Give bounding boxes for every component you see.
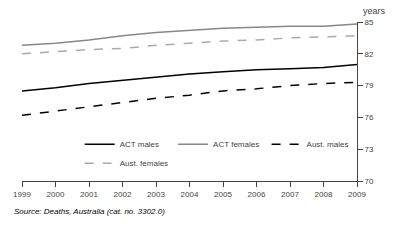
svg-text:ACT females: ACT females <box>213 140 259 149</box>
svg-text:2001: 2001 <box>80 190 98 199</box>
svg-text:2003: 2003 <box>147 190 165 199</box>
svg-text:2007: 2007 <box>281 190 299 199</box>
svg-text:76: 76 <box>365 113 374 122</box>
svg-text:2008: 2008 <box>315 190 333 199</box>
svg-text:Aust. males: Aust. males <box>307 140 349 149</box>
svg-text:70: 70 <box>365 177 374 186</box>
svg-text:years: years <box>363 6 386 16</box>
svg-text:2002: 2002 <box>114 190 132 199</box>
svg-text:82: 82 <box>365 50 374 59</box>
svg-text:Source: Deaths, Australia (cat: Source: Deaths, Australia (cat. no. 3302… <box>14 207 165 216</box>
svg-text:2005: 2005 <box>214 190 232 199</box>
svg-text:85: 85 <box>365 18 374 27</box>
svg-text:2000: 2000 <box>47 190 65 199</box>
svg-text:2004: 2004 <box>181 190 199 199</box>
svg-text:ACT males: ACT males <box>120 140 159 149</box>
svg-text:1999: 1999 <box>13 190 31 199</box>
svg-text:79: 79 <box>365 81 374 90</box>
svg-text:2009: 2009 <box>348 190 366 199</box>
svg-text:73: 73 <box>365 145 374 154</box>
svg-text:2006: 2006 <box>248 190 266 199</box>
svg-text:Aust. females: Aust. females <box>120 159 168 168</box>
